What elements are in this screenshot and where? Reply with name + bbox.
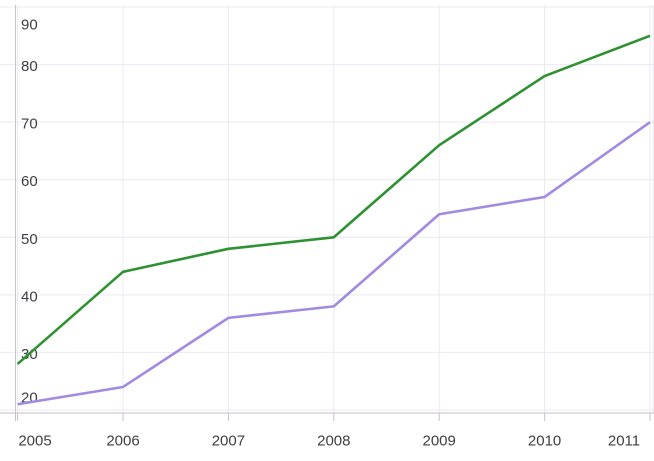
series-line-green <box>16 34 651 365</box>
x-tick-label: 2005 <box>18 433 51 450</box>
series-line-purple <box>17 121 651 406</box>
y-tick-label: 50 <box>21 231 38 248</box>
x-tick-label: 2011 <box>608 433 640 450</box>
x-tick-label: 2007 <box>212 433 245 450</box>
y-tick-label: 80 <box>21 58 38 75</box>
x-tick-label: 2009 <box>423 433 456 450</box>
y-tick-label: 90 <box>21 17 38 34</box>
y-tick-label: 40 <box>21 288 38 305</box>
y-tick-label: 60 <box>21 173 38 190</box>
y-tick-label: 70 <box>21 116 38 133</box>
x-tick-label: 2010 <box>528 433 561 450</box>
x-tick-label: 2006 <box>106 433 139 450</box>
x-tick-label: 2008 <box>317 433 350 450</box>
